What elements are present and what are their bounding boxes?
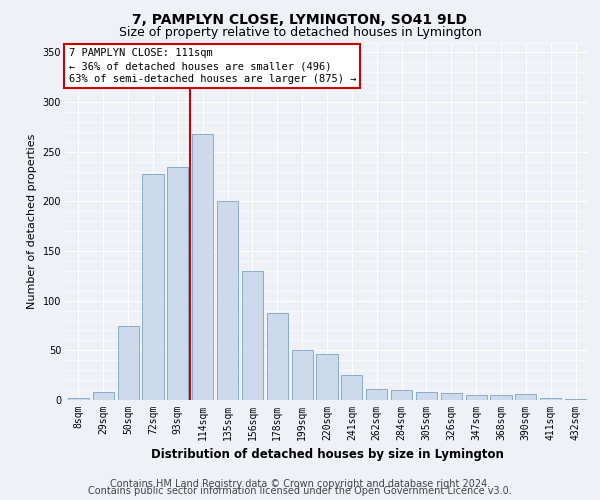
Bar <box>341 375 362 400</box>
Text: 7 PAMPLYN CLOSE: 111sqm
← 36% of detached houses are smaller (496)
63% of semi-d: 7 PAMPLYN CLOSE: 111sqm ← 36% of detache… <box>68 48 356 84</box>
Bar <box>466 395 487 400</box>
Bar <box>391 390 412 400</box>
Bar <box>93 392 114 400</box>
Bar <box>316 354 338 400</box>
Text: Contains HM Land Registry data © Crown copyright and database right 2024.: Contains HM Land Registry data © Crown c… <box>110 479 490 489</box>
Bar <box>167 166 188 400</box>
Y-axis label: Number of detached properties: Number of detached properties <box>27 134 37 309</box>
Bar <box>192 134 213 400</box>
Bar <box>441 393 462 400</box>
Bar <box>242 271 263 400</box>
Bar <box>416 392 437 400</box>
Bar <box>565 399 586 400</box>
Bar <box>540 398 561 400</box>
Bar <box>490 395 512 400</box>
Bar <box>68 398 89 400</box>
Bar <box>366 389 387 400</box>
Bar <box>515 394 536 400</box>
Bar <box>217 202 238 400</box>
X-axis label: Distribution of detached houses by size in Lymington: Distribution of detached houses by size … <box>151 448 503 462</box>
Text: 7, PAMPLYN CLOSE, LYMINGTON, SO41 9LD: 7, PAMPLYN CLOSE, LYMINGTON, SO41 9LD <box>133 12 467 26</box>
Bar <box>118 326 139 400</box>
Text: Size of property relative to detached houses in Lymington: Size of property relative to detached ho… <box>119 26 481 39</box>
Text: Contains public sector information licensed under the Open Government Licence v3: Contains public sector information licen… <box>88 486 512 496</box>
Bar <box>292 350 313 400</box>
Bar <box>142 174 164 400</box>
Bar <box>267 312 288 400</box>
